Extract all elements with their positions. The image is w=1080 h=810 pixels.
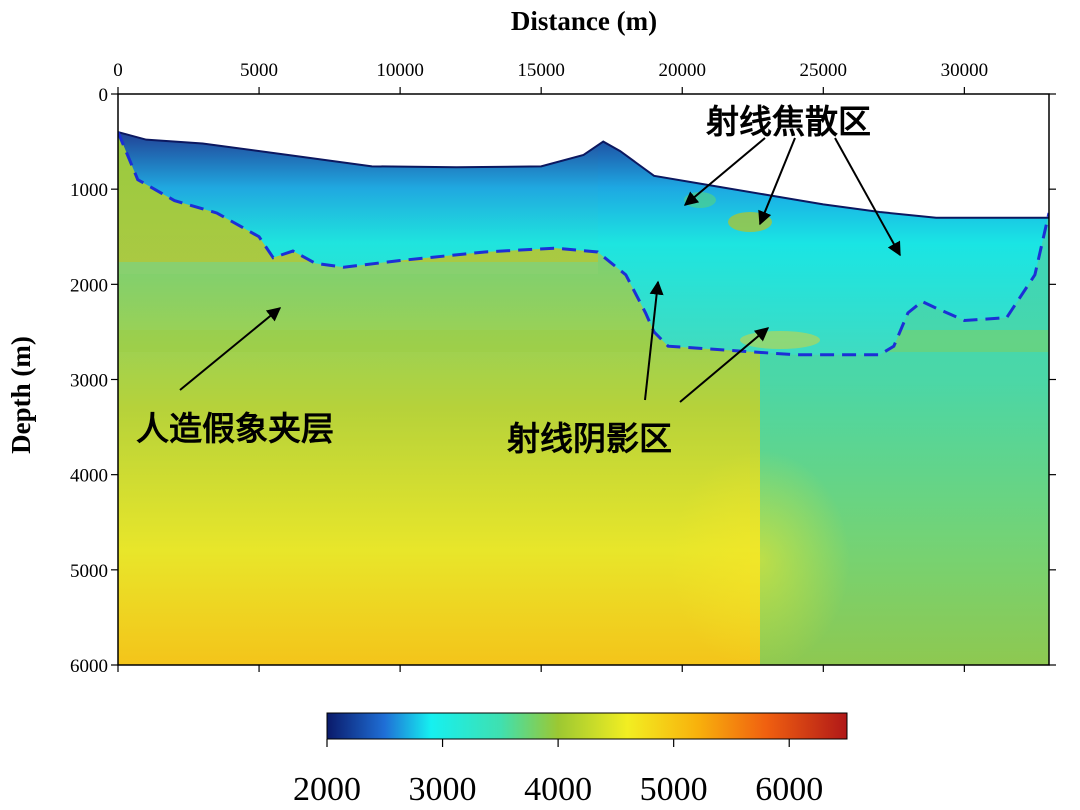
x-tick-label-15000: 15000: [517, 60, 565, 81]
x-tick-label-25000: 25000: [800, 60, 848, 81]
velocity-heatmap: [118, 94, 1049, 665]
y-tick-label-6000: 6000: [70, 656, 108, 677]
x-axis: 0 5000 10000 15000 20000 25000 30000: [113, 60, 988, 672]
heatmap-artifact-band: [118, 262, 598, 274]
y-tick-label-5000: 5000: [70, 561, 108, 582]
y-tick-label-4000: 4000: [70, 466, 108, 487]
x-tick-label-30000: 30000: [941, 60, 989, 81]
colorbar: 2000 3000 4000 5000 6000: [293, 712, 848, 808]
x-tick-label-0: 0: [113, 60, 123, 81]
y-tick-label-2000: 2000: [70, 275, 108, 296]
interface-dashed-line: [118, 131, 1049, 357]
arrow-shadow-1: [644, 280, 664, 401]
y-tick-label-1000: 1000: [70, 180, 108, 201]
heatmap-focus-spot-1: [728, 212, 772, 232]
annotation-ray-shadow: 射线阴影区: [507, 419, 672, 458]
heatmap-upper-low-velocity: [118, 132, 1049, 355]
y-tick-label-0: 0: [99, 85, 109, 106]
heatmap-deep-glow: [670, 450, 850, 665]
cbar-tick-label-2000: 2000: [293, 771, 361, 808]
heatmap-shadow-spot: [740, 331, 820, 349]
annotations: 射线焦散区 射线阴影区 人造假象夹层: [136, 102, 901, 458]
heatmap-focus-spot-2: [684, 192, 716, 208]
cbar-tick-label-3000: 3000: [409, 771, 477, 808]
heatmap-deep-band: [118, 330, 1049, 352]
x-tick-label-5000: 5000: [240, 60, 278, 81]
y-axis: 0 1000 2000 3000 4000 5000 6000: [70, 85, 1056, 677]
arrow-shadow-2: [679, 327, 770, 403]
above-surface-mask: [118, 94, 1049, 218]
x-axis-title: Distance (m): [511, 6, 657, 36]
arrow-artifact: [179, 307, 282, 391]
arrow-focus-2: [758, 137, 796, 226]
surface-topography: [118, 131, 1049, 219]
annotation-ray-focus: 射线焦散区: [706, 102, 871, 141]
annotation-artifact-layer: 人造假象夹层: [136, 409, 334, 448]
y-axis-title: Depth (m): [6, 336, 36, 454]
x-tick-label-20000: 20000: [658, 60, 706, 81]
y-tick-label-3000: 3000: [70, 371, 108, 392]
cbar-tick-label-5000: 5000: [640, 771, 708, 808]
cbar-tick-label-6000: 6000: [755, 771, 823, 808]
arrow-focus-1: [683, 137, 766, 206]
arrow-focus-3: [834, 137, 901, 257]
colorbar-gradient: [326, 712, 848, 740]
colorbar-ticks: 2000 3000 4000 5000 6000: [293, 739, 823, 808]
cbar-tick-label-4000: 4000: [524, 771, 592, 808]
x-tick-label-10000: 10000: [376, 60, 424, 81]
